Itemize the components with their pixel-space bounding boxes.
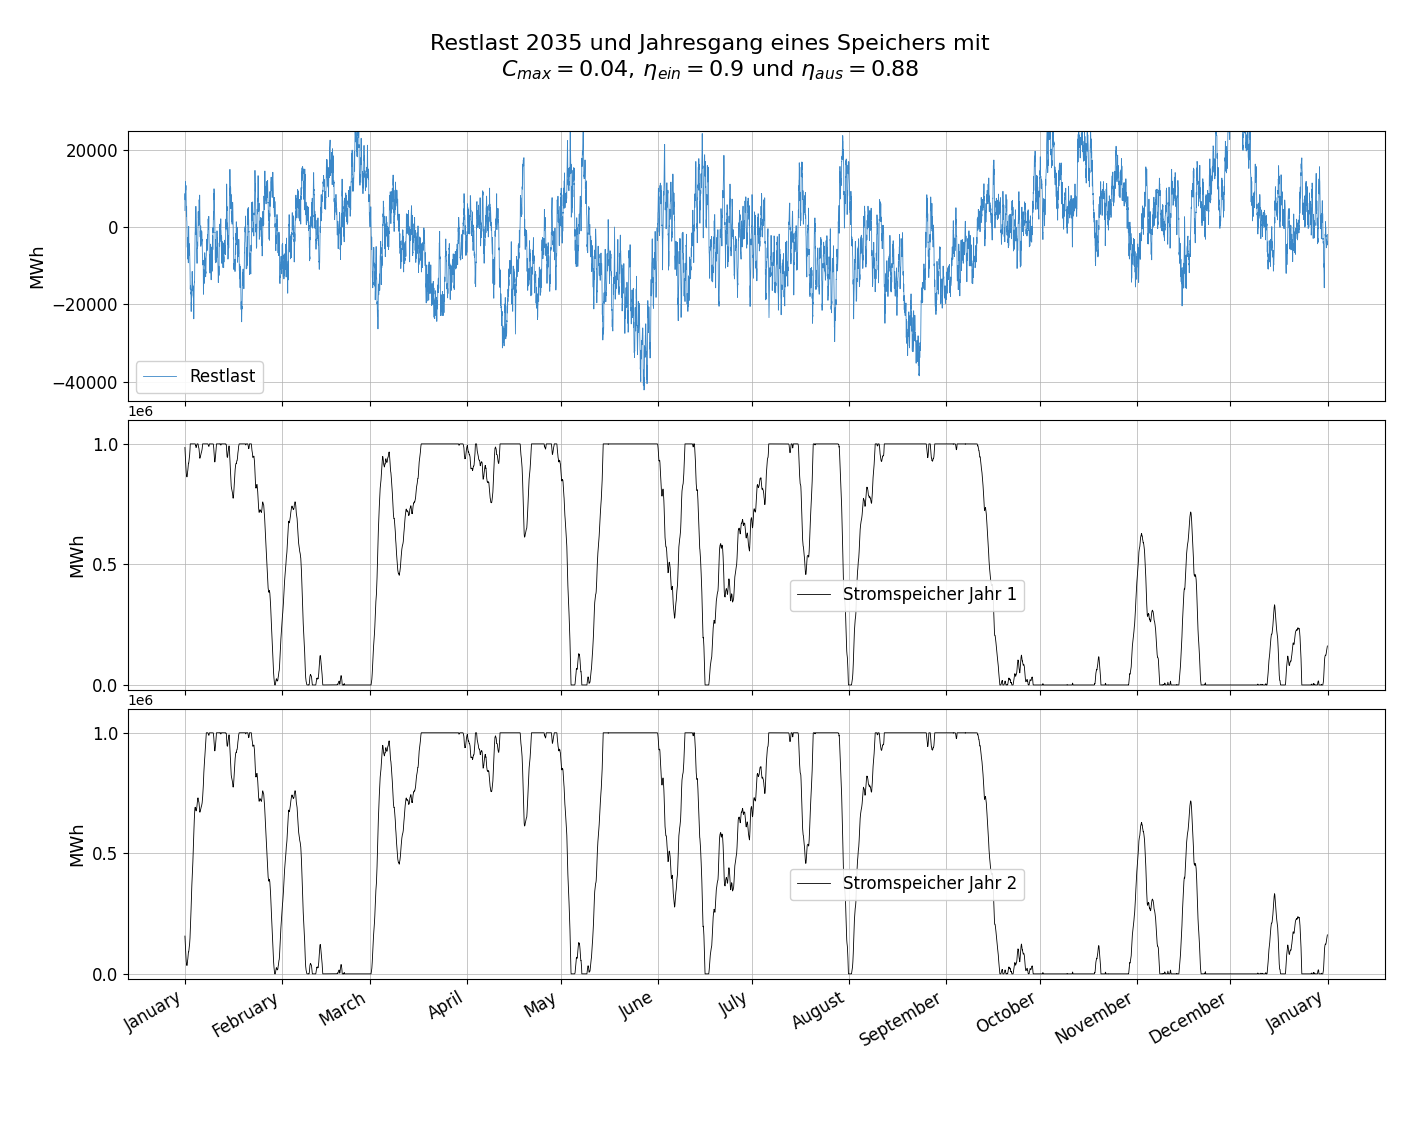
Text: Restlast 2035 und Jahresgang eines Speichers mit
$C_{max} = 0.04,\, \eta_{ein} =: Restlast 2035 und Jahresgang eines Speic… bbox=[430, 34, 990, 82]
Y-axis label: MWh: MWh bbox=[68, 822, 87, 866]
Legend: Restlast: Restlast bbox=[136, 361, 263, 393]
Legend: Stromspeicher Jahr 2: Stromspeicher Jahr 2 bbox=[790, 868, 1024, 900]
Y-axis label: MWh: MWh bbox=[68, 533, 87, 577]
Y-axis label: MWh: MWh bbox=[28, 244, 45, 288]
Legend: Stromspeicher Jahr 1: Stromspeicher Jahr 1 bbox=[790, 579, 1024, 611]
